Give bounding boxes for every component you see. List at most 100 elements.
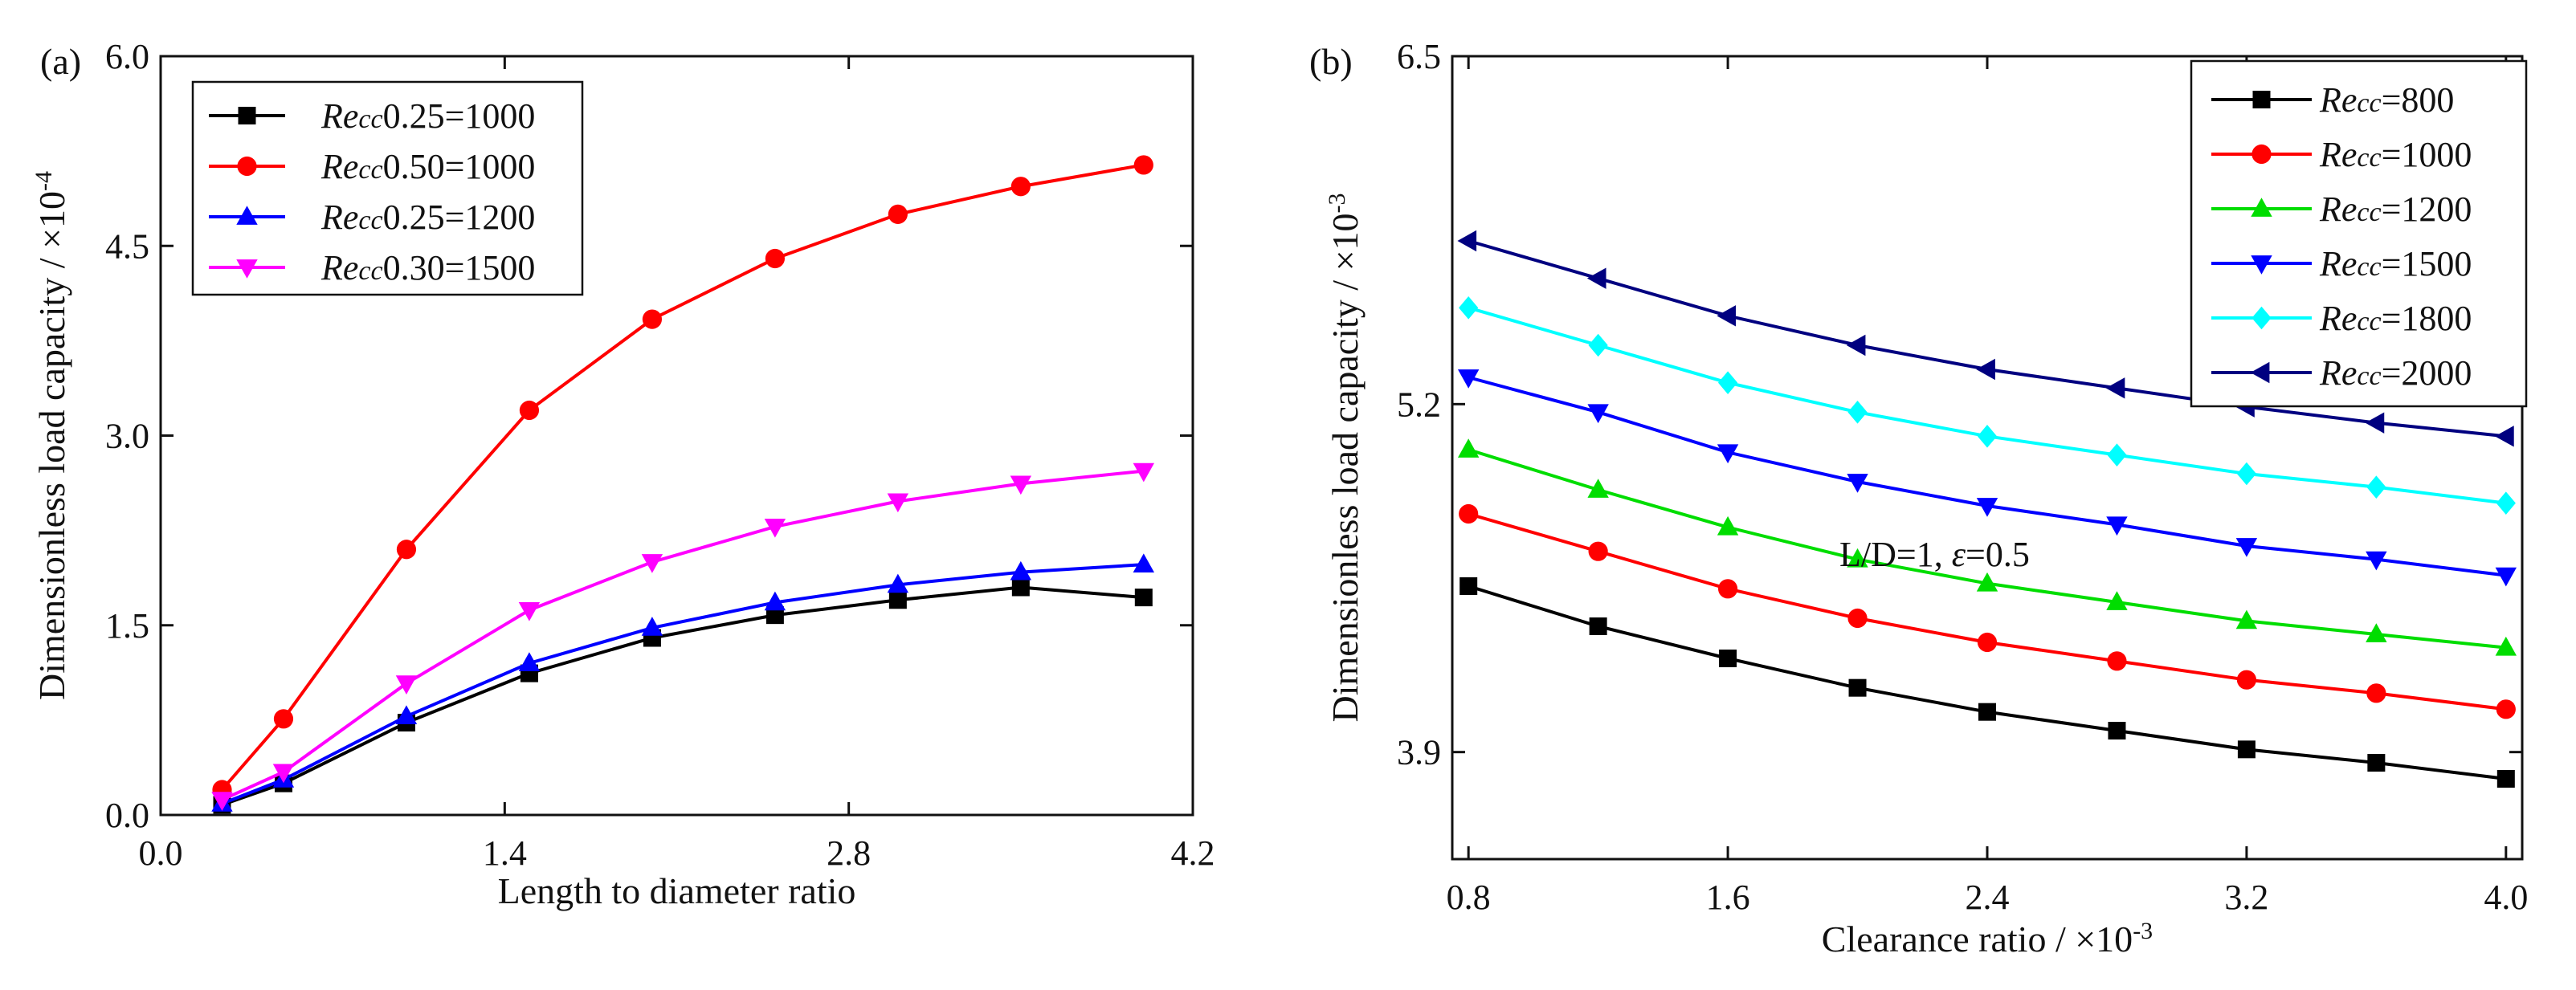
data-point [1589,617,1607,635]
legend-swatch-marker [2251,306,2272,330]
data-point [888,591,907,609]
data-point [1133,155,1153,175]
legend-entry: Recc=2000 [2319,353,2472,393]
series-4 [1459,296,2516,515]
data-point [2235,609,2258,629]
data-point [1010,475,1032,495]
data-point [1847,474,1868,493]
data-point [2366,683,2386,703]
data-point [887,573,909,593]
series-line [221,563,1144,805]
data-point [1717,371,1738,394]
series-3 [1457,369,2517,587]
data-point [1588,541,1608,561]
x-axis-title: Length to diameter ratio [498,870,856,911]
x-tick-label: 3.2 [2224,878,2268,917]
annotation: L/D=1, ε=0.5 [1839,535,2030,574]
data-point [764,519,786,538]
y-tick-label: 3.9 [1397,733,1441,772]
series-5 [1457,230,2514,447]
data-point [1459,296,1479,320]
legend-swatch-marker [2251,255,2272,275]
data-point [272,764,295,784]
data-point [2235,538,2258,557]
legend-swatch-marker [2252,91,2271,108]
x-tick-label: 2.8 [827,833,871,873]
legend-swatch-marker [238,107,256,124]
legend-entry: Recc=1500 [2319,244,2472,283]
data-point [641,554,663,573]
data-point [764,591,786,611]
data-point [1717,305,1736,327]
data-point [1010,560,1032,581]
legend-box [2190,59,2528,408]
legend-entry: Recc0.25=1000 [320,96,535,136]
data-point [2237,740,2256,759]
x-tick-label: 4.0 [2484,878,2528,917]
data-point [1457,438,1480,458]
panel-label: (a) [40,41,81,82]
data-point [1847,608,1868,629]
data-point [1717,444,1739,464]
series-0 [213,578,1153,814]
series-1 [212,155,1153,800]
data-point [1457,230,1477,252]
chart-panel-b: (b) 3.9 5.2 6.5 0.8 1.6 2.4 3.2 4.0 Clearance rat… [1309,37,2528,959]
data-point [2365,412,2385,434]
data-point [2236,462,2257,486]
data-point [1847,401,1868,424]
data-point [1459,503,1479,524]
data-point [2106,516,2128,536]
data-point [1587,479,1609,498]
y-tick-label: 6.5 [1397,37,1441,76]
data-point [765,606,784,625]
x-tick-label: 2.4 [1966,878,2010,917]
y-axis-title: Dimensionless load capacity / ×10-3 [1324,193,1366,722]
x-tick-label: 1.4 [483,833,527,873]
data-point [2495,426,2514,447]
data-point [2366,475,2386,499]
data-point [396,540,417,560]
data-point [1977,425,1998,448]
series-line [1468,585,2507,780]
legend-entry: Recc0.50=1000 [320,147,535,186]
legend-entry: Recc=1800 [2319,299,2472,338]
y-tick-label: 3.0 [105,417,149,456]
data-point [2367,754,2386,772]
data-point [1846,334,1866,356]
y-axis-title: Dimensionless load capacity / ×10-4 [31,171,73,700]
legend: Recc=800 Recc=1000 Recc=1200 Recc=1500 Recc=… [2190,59,2528,408]
data-point [2496,770,2515,788]
legend-entry: Recc=800 [2319,80,2454,120]
x-tick-label: 4.2 [1171,833,1215,873]
data-point [1586,267,1606,289]
data-point [641,617,663,636]
legend-swatch-marker [236,259,258,279]
legend: Recc0.25=1000 Recc0.50=1000 Recc0.25=1200 R… [191,80,584,296]
data-point [1976,498,1998,517]
x-tick-label: 0.0 [139,833,183,873]
data-point [1133,553,1155,573]
y-tick-label: 4.5 [105,226,149,266]
data-point [518,652,541,671]
y-tick-label: 6.0 [105,37,149,76]
x-axis-title: Clearance ratio / ×10-3 [1822,918,2153,960]
data-point [2495,567,2517,587]
chart-panel-a: (a) 0.0 1.5 3.0 4.5 6.0 0.0 1.4 2.8 4.2 Length to … [31,37,1215,911]
y-tick-label: 0.0 [105,796,149,835]
data-point [2105,377,2125,399]
legend-entry: Recc=1000 [2319,135,2472,174]
panel-label: (b) [1309,41,1353,82]
data-point [765,248,785,269]
data-point [2366,551,2387,571]
data-point [1719,650,1737,667]
data-point [518,601,541,621]
data-point [1457,369,1480,389]
data-point [2366,623,2387,642]
data-point [1011,578,1030,597]
data-point [211,792,233,811]
legend-swatch-marker [237,156,257,177]
data-point [395,675,418,695]
data-point [1587,404,1609,424]
